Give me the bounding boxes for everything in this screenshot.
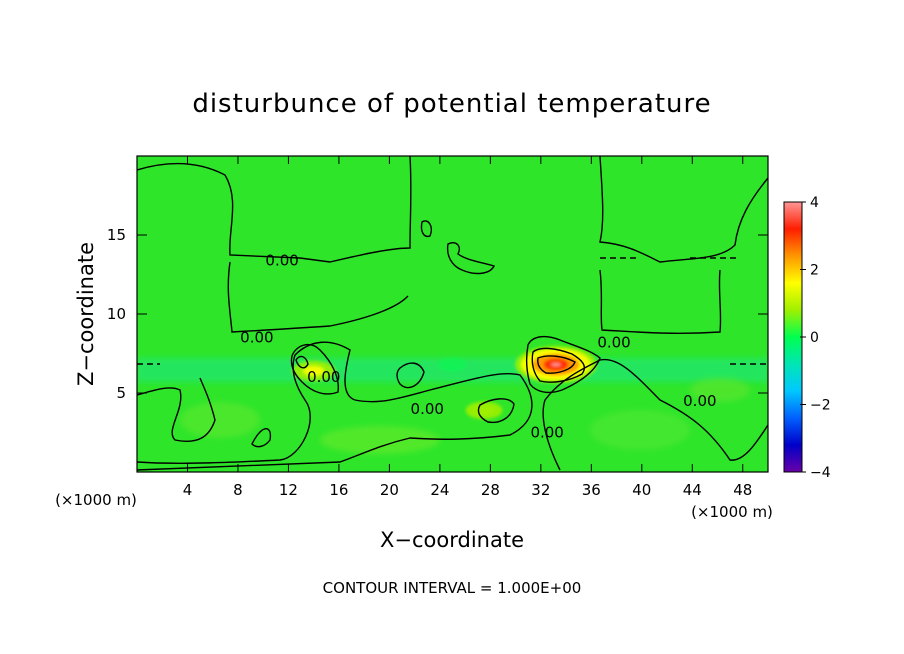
contour-warm-core-outer [525, 335, 601, 394]
x-tick-label: 36 [582, 481, 601, 499]
contour-center [137, 372, 533, 471]
contour-label: 0.00 [597, 333, 630, 351]
colorbar: −4 −2 0 2 4 [783, 195, 831, 481]
contour-labels: 0.00 0.00 0.00 0.00 0.00 0.00 0.00 [240, 251, 716, 441]
x-tick-label: 32 [531, 481, 550, 499]
contour-left-warm [290, 343, 339, 395]
anomaly-0-layer [550, 361, 562, 368]
contour-small-loop [477, 398, 515, 424]
contour-warm-core-mid [531, 347, 586, 383]
x-tick-label: 8 [233, 481, 243, 499]
contour-fragment-a [446, 242, 496, 275]
y-axis: 5 10 15 [107, 226, 768, 402]
contour-dashes [137, 257, 768, 365]
x-tick-label: 40 [632, 481, 651, 499]
colorbar-tick-label: −4 [810, 465, 831, 481]
colorbar-fill [783, 201, 803, 473]
contour-upper-left-lower [227, 261, 409, 333]
y-axis-title: Z−coordinate [74, 242, 98, 386]
contour-label: 0.00 [240, 329, 273, 347]
plot-area: 0.00 0.00 0.00 0.00 0.00 0.00 0.00 [137, 156, 768, 472]
x-tick-label: 28 [481, 481, 500, 499]
colorbar-tick-label: 0 [810, 330, 819, 346]
lower-field-mottling [180, 378, 750, 454]
colorbar-ticks: −4 −2 0 2 4 [800, 195, 831, 481]
contour-fragment-c [420, 220, 432, 238]
contour-label: 0.00 [265, 251, 298, 269]
contour-upper-right [599, 156, 768, 263]
contour-fragment-b [396, 362, 425, 389]
contour-fragment-d [251, 428, 272, 448]
x-tick-label: 20 [380, 481, 399, 499]
y-tick-label: 5 [116, 384, 126, 402]
x-tick-label: 44 [683, 481, 702, 499]
anomaly-2-layer [474, 405, 494, 415]
x-tick-label: 24 [430, 481, 449, 499]
x-axis: 4 8 12 16 20 24 28 32 36 40 44 48 [183, 156, 752, 499]
y-tick-label: 10 [107, 305, 126, 323]
contour-upper-left [137, 156, 412, 263]
colorbar-tick-label: 4 [810, 195, 819, 211]
contour-label: 0.00 [307, 368, 340, 386]
x-unit-left: (×1000 m) [55, 491, 137, 509]
contour-label: 0.00 [411, 400, 444, 418]
contour-upper-right-lower [599, 269, 722, 334]
colorbar-tick-label: −2 [810, 398, 831, 414]
x-axis-title: X−coordinate [380, 528, 524, 552]
x-tick-label: 4 [183, 481, 193, 499]
x-tick-label: 48 [733, 481, 752, 499]
anomaly-3-layer [438, 357, 467, 372]
contour-label: 0.00 [683, 392, 716, 410]
contour-interval-note: CONTOUR INTERVAL = 1.000E+00 [323, 579, 582, 597]
contour-lines [137, 156, 768, 471]
contour-bottom-left [137, 341, 356, 464]
chart-title: disturbunce of potential temperature [192, 89, 711, 119]
contour-lower-left [137, 377, 216, 442]
x-unit-right: (×1000 m) [691, 503, 773, 521]
anomaly-1-layer [302, 365, 325, 376]
y-tick-label: 15 [107, 226, 126, 244]
x-tick-label: 16 [329, 481, 348, 499]
contour-warm-core-inner [537, 355, 576, 374]
x-tick-label: 12 [279, 481, 298, 499]
contour-left-warm-inner [295, 355, 309, 369]
contour-center-right [542, 358, 768, 471]
colorbar-tick-label: 2 [810, 263, 819, 279]
contour-label: 0.00 [530, 424, 563, 442]
